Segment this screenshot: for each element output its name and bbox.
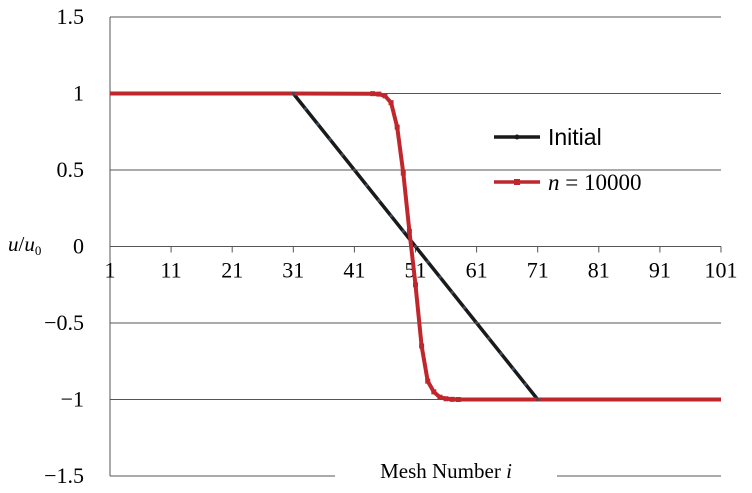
y-tick-label: 1 bbox=[73, 81, 84, 106]
x-tick-label: 31 bbox=[282, 258, 304, 283]
data-point-initial bbox=[352, 168, 356, 172]
data-point-n10000 bbox=[455, 397, 461, 402]
data-point-initial bbox=[401, 229, 405, 233]
y-tick-label: −0.5 bbox=[44, 310, 84, 335]
y-label-denom: u bbox=[24, 232, 35, 256]
data-point-initial bbox=[377, 199, 381, 203]
x-tick-label: 21 bbox=[221, 258, 243, 283]
data-point-n10000 bbox=[388, 100, 394, 106]
data-point-initial bbox=[291, 91, 295, 96]
legend-item-initial: Initial bbox=[494, 124, 602, 150]
data-point-initial bbox=[499, 352, 503, 356]
data-point-initial bbox=[487, 336, 491, 340]
x-tick-label: 71 bbox=[527, 258, 549, 283]
legend-label-n-var: n bbox=[548, 170, 560, 195]
data-point-initial bbox=[316, 122, 320, 126]
data-point-initial bbox=[365, 183, 369, 187]
x-tick-labels: 1 11 21 31 41 51 61 71 81 91 101 bbox=[105, 258, 738, 283]
data-point-initial bbox=[438, 275, 442, 279]
data-point-n10000 bbox=[431, 389, 437, 395]
data-point-initial bbox=[328, 137, 332, 141]
y-label-sep: / bbox=[19, 232, 25, 256]
data-point-n10000 bbox=[376, 91, 382, 97]
y-tick-label: 0.5 bbox=[57, 157, 85, 182]
data-point-initial bbox=[462, 306, 466, 310]
y-label-var: u bbox=[8, 232, 19, 256]
y-tick-label: 1.5 bbox=[57, 4, 85, 29]
legend-label-n10000: n = 10000 bbox=[548, 170, 641, 195]
data-point-initial bbox=[450, 290, 454, 294]
y-tick-label: −1 bbox=[61, 387, 84, 412]
legend-marker-initial bbox=[514, 134, 520, 140]
x-axis-label: Mesh Number i bbox=[380, 459, 512, 483]
y-tick-labels: 1.5 1 0.5 0 −0.5 −1 −1.5 bbox=[44, 4, 84, 488]
y-label-subscript: 0 bbox=[35, 243, 42, 258]
legend-label-n-rest: = 10000 bbox=[560, 170, 642, 195]
x-axis-label-bg bbox=[335, 454, 557, 486]
data-point-initial bbox=[511, 367, 515, 371]
y-tick-label: 0 bbox=[73, 234, 84, 259]
data-point-initial bbox=[426, 260, 430, 264]
data-point-initial bbox=[475, 321, 479, 325]
x-tick-label: 41 bbox=[343, 258, 365, 283]
legend-item-n10000: n = 10000 bbox=[494, 170, 641, 195]
data-point-initial bbox=[389, 214, 393, 218]
data-point-n10000 bbox=[400, 170, 406, 176]
data-point-initial bbox=[536, 397, 540, 402]
data-point-n10000 bbox=[413, 282, 418, 288]
y-tick-label: −1.5 bbox=[44, 463, 84, 488]
data-point-n10000 bbox=[394, 124, 400, 130]
data-point-n10000 bbox=[437, 394, 443, 400]
x-tick-label: 101 bbox=[705, 258, 738, 283]
data-point-initial bbox=[303, 107, 308, 111]
x-tick-label: 81 bbox=[588, 258, 610, 283]
data-point-n10000 bbox=[406, 228, 412, 234]
x-tick-label: 11 bbox=[161, 258, 182, 283]
data-point-n10000 bbox=[370, 91, 376, 97]
data-point-initial bbox=[340, 153, 344, 157]
x-label-main: Mesh Number bbox=[380, 459, 506, 483]
legend: Initial n = 10000 bbox=[494, 124, 641, 195]
data-point-n10000 bbox=[443, 396, 449, 402]
data-point-n10000 bbox=[382, 93, 388, 99]
data-point-n10000 bbox=[419, 343, 425, 349]
series-lines bbox=[110, 91, 721, 402]
y-axis-label: u/u0 bbox=[8, 232, 41, 258]
data-point-initial bbox=[413, 244, 418, 249]
data-point-initial bbox=[523, 382, 528, 386]
legend-label-initial: Initial bbox=[548, 124, 602, 150]
x-tick-label: 1 bbox=[105, 258, 116, 283]
legend-marker-n10000 bbox=[514, 179, 520, 185]
x-tick-label: 61 bbox=[466, 258, 488, 283]
data-point-n10000 bbox=[425, 378, 431, 384]
x-label-var: i bbox=[506, 459, 512, 483]
x-tick-label: 91 bbox=[649, 258, 671, 283]
data-point-n10000 bbox=[449, 396, 455, 402]
